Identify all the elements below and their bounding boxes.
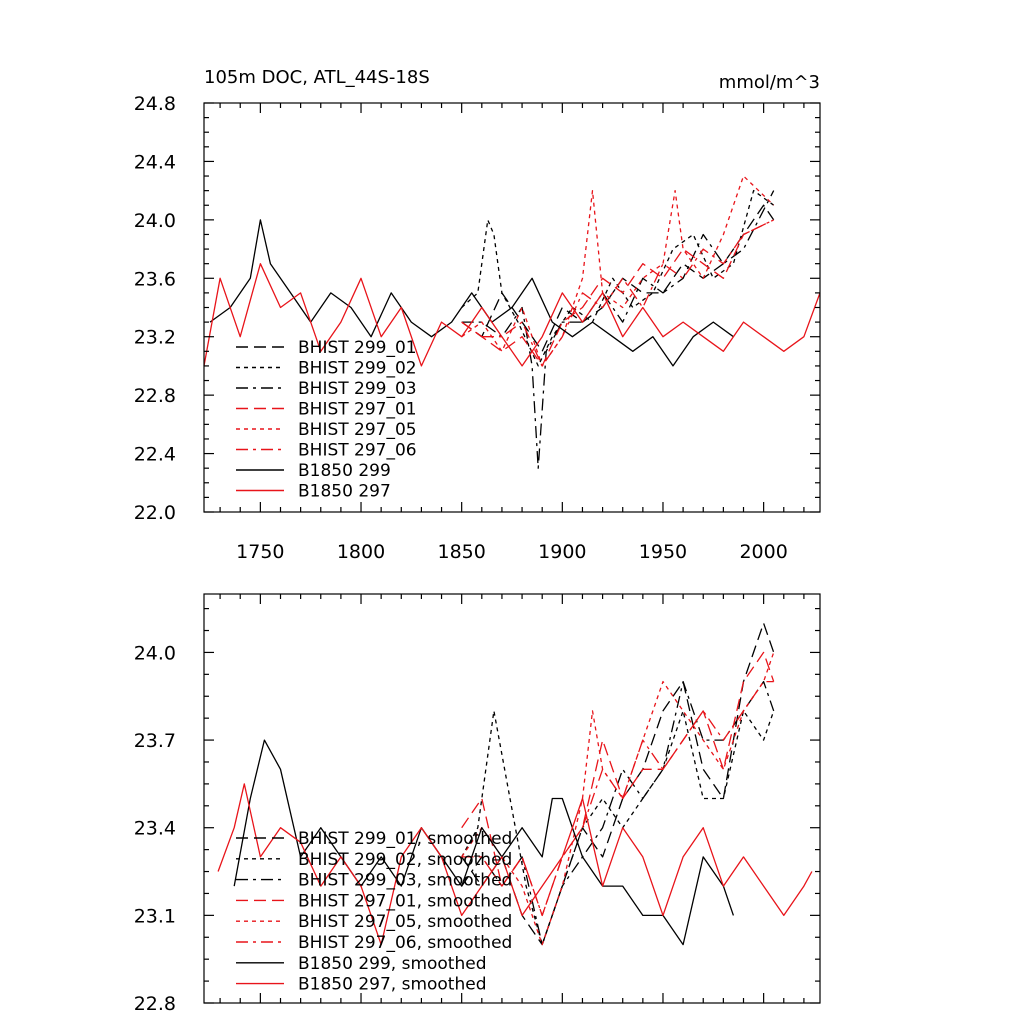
series-line-3	[461, 190, 775, 469]
legend-label-1: BHIST 299_01, smoothed	[298, 829, 512, 849]
x-tick-label: 1850	[437, 541, 485, 563]
y-tick-label: 23.4	[134, 818, 176, 840]
legend-label-6: BHIST 297_06	[298, 441, 417, 461]
x-tick-label: 1750	[236, 541, 284, 563]
legend-label-7: B1850 299, smoothed	[298, 954, 487, 974]
series-line-7	[233, 739, 735, 946]
top-panel: 22.0 22.4 22.8 23.2 23.6 24.0 24.4 24.8 1750 1800…	[134, 93, 821, 563]
series-line-1	[461, 204, 775, 352]
legend-label-5: BHIST 297_05, smoothed	[298, 912, 512, 932]
x-tick-label: 1950	[639, 541, 687, 563]
series-line-6	[461, 680, 774, 917]
y-tick-label: 24.4	[134, 151, 176, 173]
legend-label-8: B1850 297	[298, 482, 391, 502]
series-line-6	[461, 219, 774, 367]
y-tick-label: 23.6	[134, 268, 176, 290]
series-line-2	[461, 710, 775, 946]
plot-frame	[203, 593, 821, 1004]
y-tick-label: 23.7	[134, 730, 176, 752]
legend-label-3: BHIST 299_03, smoothed	[298, 871, 512, 891]
y-tick-label: 23.2	[134, 327, 176, 349]
legend-label-7: B1850 299	[298, 461, 391, 481]
series-line-8	[203, 263, 821, 367]
legend-label-6: BHIST 297_06, smoothed	[298, 933, 512, 953]
x-tick-label: 2000	[739, 541, 787, 563]
legend-label-5: BHIST 297_05	[298, 420, 417, 440]
legend-label-1: BHIST 299_01	[298, 338, 417, 358]
series-line-4	[461, 219, 774, 367]
legend-label-8: B1850 297, smoothed	[298, 975, 487, 995]
series-line-8	[217, 783, 813, 946]
y-tick-label: 24.0	[134, 210, 176, 232]
x-tick-label: 1800	[337, 541, 385, 563]
series-line-5	[461, 175, 775, 367]
y-tick-label: 23.1	[134, 905, 176, 927]
legend-label-3: BHIST 299_03	[298, 379, 417, 399]
bottom-panel: 22.8 23.1 23.4 23.7 24.0 BHIST 299_01, smooth…	[134, 593, 821, 1015]
legend-label-4: BHIST 297_01, smoothed	[298, 891, 512, 911]
x-tick-label: 1900	[538, 541, 586, 563]
series-line-7	[209, 219, 734, 367]
y-tick-label: 22.0	[134, 502, 176, 524]
legend-label-4: BHIST 297_01	[298, 400, 417, 420]
legend-label-2: BHIST 299_02	[298, 359, 417, 379]
units-label: mmol/m^3	[719, 72, 820, 93]
y-tick-label: 24.0	[134, 642, 176, 664]
y-tick-label: 22.8	[134, 993, 176, 1015]
y-tick-label: 22.4	[134, 444, 176, 466]
y-tick-label: 22.8	[134, 385, 176, 407]
legend-label-2: BHIST 299_02, smoothed	[298, 850, 512, 870]
y-tick-label: 24.8	[134, 93, 176, 115]
chart-title: 105m DOC, ATL_44S-18S	[204, 67, 430, 88]
